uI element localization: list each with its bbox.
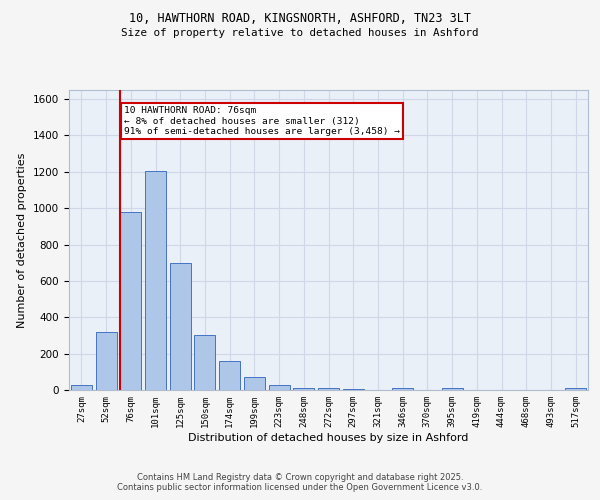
Bar <box>244 376 265 390</box>
X-axis label: Distribution of detached houses by size in Ashford: Distribution of detached houses by size … <box>188 432 469 442</box>
Bar <box>219 361 240 390</box>
Bar <box>269 385 290 390</box>
Text: Contains HM Land Registry data © Crown copyright and database right 2025.: Contains HM Land Registry data © Crown c… <box>137 472 463 482</box>
Bar <box>170 262 191 390</box>
Bar <box>565 388 586 390</box>
Bar <box>442 388 463 390</box>
Bar <box>95 332 116 390</box>
Bar <box>145 171 166 390</box>
Text: 10 HAWTHORN ROAD: 76sqm
← 8% of detached houses are smaller (312)
91% of semi-de: 10 HAWTHORN ROAD: 76sqm ← 8% of detached… <box>124 106 400 136</box>
Bar <box>392 388 413 390</box>
Bar <box>343 388 364 390</box>
Bar <box>318 388 339 390</box>
Y-axis label: Number of detached properties: Number of detached properties <box>17 152 28 328</box>
Text: Contains public sector information licensed under the Open Government Licence v3: Contains public sector information licen… <box>118 484 482 492</box>
Bar <box>293 388 314 390</box>
Text: Size of property relative to detached houses in Ashford: Size of property relative to detached ho… <box>121 28 479 38</box>
Bar <box>120 212 141 390</box>
Bar <box>194 334 215 390</box>
Bar <box>71 386 92 390</box>
Text: 10, HAWTHORN ROAD, KINGSNORTH, ASHFORD, TN23 3LT: 10, HAWTHORN ROAD, KINGSNORTH, ASHFORD, … <box>129 12 471 26</box>
